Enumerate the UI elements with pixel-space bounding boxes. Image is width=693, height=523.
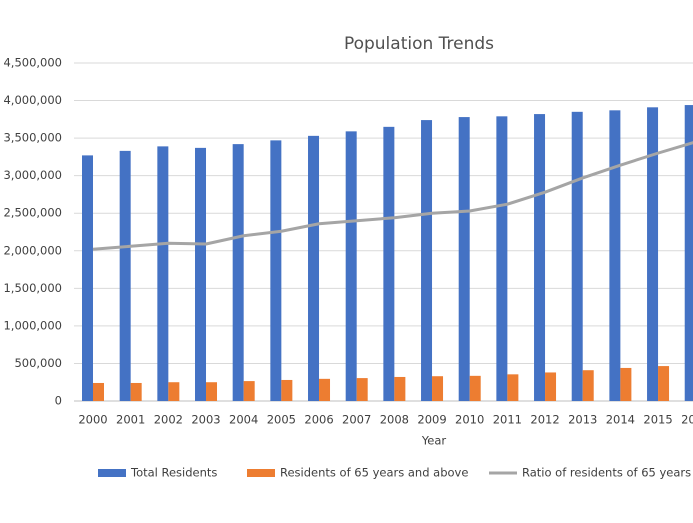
x-tick-label: 2015 — [643, 413, 672, 427]
x-tick-label: 2000 — [78, 413, 107, 427]
bar — [232, 144, 244, 401]
bar — [168, 382, 180, 401]
x-tick-label: 2016 — [681, 413, 693, 427]
y-tick-label: 0 — [55, 394, 62, 408]
y-tick-label: 1,500,000 — [3, 281, 62, 295]
y-tick-label: 3,500,000 — [3, 131, 62, 145]
x-tick-label: 2002 — [154, 413, 183, 427]
bar — [345, 131, 357, 401]
legend-label: Residents of 65 years and above — [280, 466, 468, 480]
bar — [319, 378, 331, 401]
bar — [421, 120, 433, 401]
x-tick-label: 2007 — [342, 413, 371, 427]
bar — [545, 372, 557, 401]
bar — [647, 107, 659, 401]
bar — [383, 126, 395, 401]
bar — [356, 378, 368, 401]
x-tick-label: 2003 — [191, 413, 220, 427]
chart-title: Population Trends — [344, 34, 494, 54]
y-tick-label: 2,500,000 — [3, 206, 62, 220]
bar — [458, 117, 470, 401]
bar — [469, 375, 481, 401]
bar — [571, 111, 583, 402]
bar — [82, 155, 93, 401]
legend-label: Total Residents — [130, 466, 217, 480]
line-series — [92, 141, 693, 251]
bar — [507, 374, 519, 401]
x-tick-label: 2009 — [417, 413, 446, 427]
bar — [281, 379, 293, 401]
y-tick-label: 4,000,000 — [3, 93, 62, 107]
bar — [206, 382, 218, 401]
bar — [658, 366, 670, 401]
bar — [534, 114, 546, 401]
bar — [130, 382, 142, 401]
bar — [496, 116, 508, 401]
bar — [93, 382, 104, 401]
y-tick-label: 3,000,000 — [3, 168, 62, 182]
bar — [684, 105, 693, 401]
bar — [119, 150, 131, 401]
x-tick-label: 2008 — [380, 413, 409, 427]
bar — [308, 135, 320, 401]
bar — [620, 367, 632, 401]
x-tick-label: 2012 — [530, 413, 559, 427]
y-tick-label: 2,000,000 — [3, 243, 62, 257]
bar — [432, 376, 444, 401]
bar — [195, 147, 207, 401]
bar — [243, 381, 255, 401]
x-tick-label: 2006 — [304, 413, 333, 427]
x-tick-label: 2014 — [606, 413, 635, 427]
legend-swatch — [98, 469, 126, 477]
x-tick-label: 2004 — [229, 413, 258, 427]
y-tick-label: 500,000 — [14, 356, 62, 370]
legend-swatch — [247, 469, 275, 477]
x-tick-label: 2005 — [267, 413, 296, 427]
x-tick-label: 2013 — [568, 413, 597, 427]
y-tick-label: 1,000,000 — [3, 318, 62, 332]
y-tick-label: 4,500,000 — [3, 56, 62, 70]
bar — [157, 146, 169, 401]
bar — [270, 140, 282, 401]
x-tick-label: 2001 — [116, 413, 145, 427]
bar — [582, 370, 594, 401]
bar — [394, 376, 406, 401]
bar — [609, 110, 621, 401]
x-tick-label: 2010 — [455, 413, 484, 427]
x-tick-label: 2011 — [493, 413, 522, 427]
legend-label: Ratio of residents of 65 years a — [522, 466, 693, 480]
x-axis-label: Year — [421, 434, 447, 448]
